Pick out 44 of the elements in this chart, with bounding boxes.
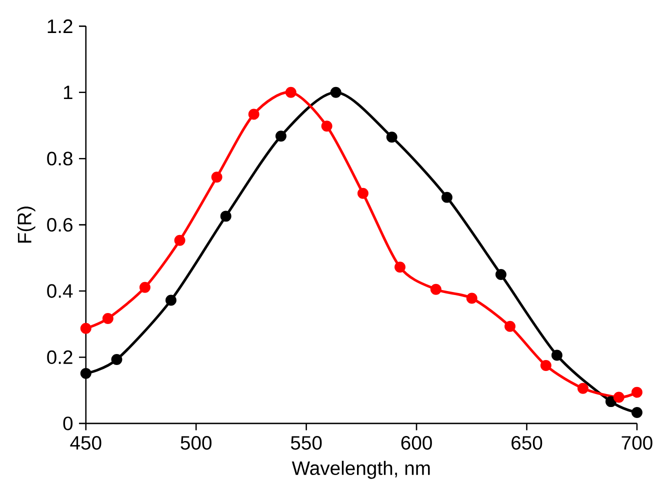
x-tick-label: 700 — [622, 436, 652, 450]
x-axis-title: Wavelength, nm — [292, 460, 430, 479]
point — [394, 262, 406, 273]
point — [357, 188, 368, 199]
x-tick-label: 650 — [512, 436, 542, 450]
x-tick-label: 450 — [70, 436, 102, 450]
y-tick-label: 0.8 — [47, 152, 72, 166]
point — [211, 172, 222, 182]
point — [165, 294, 176, 306]
point — [386, 131, 398, 142]
point — [330, 86, 342, 98]
point — [551, 350, 562, 361]
point — [139, 282, 150, 293]
y-axis-title: F(R) — [17, 206, 36, 242]
point — [174, 234, 186, 246]
point — [80, 368, 92, 379]
point — [321, 120, 332, 132]
point — [605, 396, 616, 407]
point — [111, 354, 122, 365]
point — [102, 312, 114, 324]
point — [285, 86, 296, 98]
y-tick-label: 0.6 — [47, 218, 72, 232]
point — [631, 406, 642, 418]
point — [80, 322, 92, 334]
y-tick-label: 0.4 — [47, 284, 73, 298]
point — [220, 210, 232, 222]
x-tick-label: 600 — [401, 436, 432, 450]
point — [248, 108, 260, 120]
y-tick-label: 0.2 — [47, 350, 72, 364]
point — [495, 268, 506, 280]
point — [275, 130, 286, 142]
point — [577, 382, 588, 394]
point — [430, 284, 442, 295]
y-tick-label: 1.2 — [48, 19, 72, 33]
point — [631, 386, 642, 398]
point — [613, 392, 624, 403]
x-tick-label: 500 — [180, 436, 212, 450]
x-tick-label: 550 — [290, 436, 322, 450]
y-tick-label: 1 — [64, 86, 72, 99]
point — [441, 192, 452, 203]
point — [540, 360, 552, 371]
point — [466, 292, 478, 304]
point — [504, 320, 516, 332]
y-tick-label: 0 — [63, 416, 73, 430]
